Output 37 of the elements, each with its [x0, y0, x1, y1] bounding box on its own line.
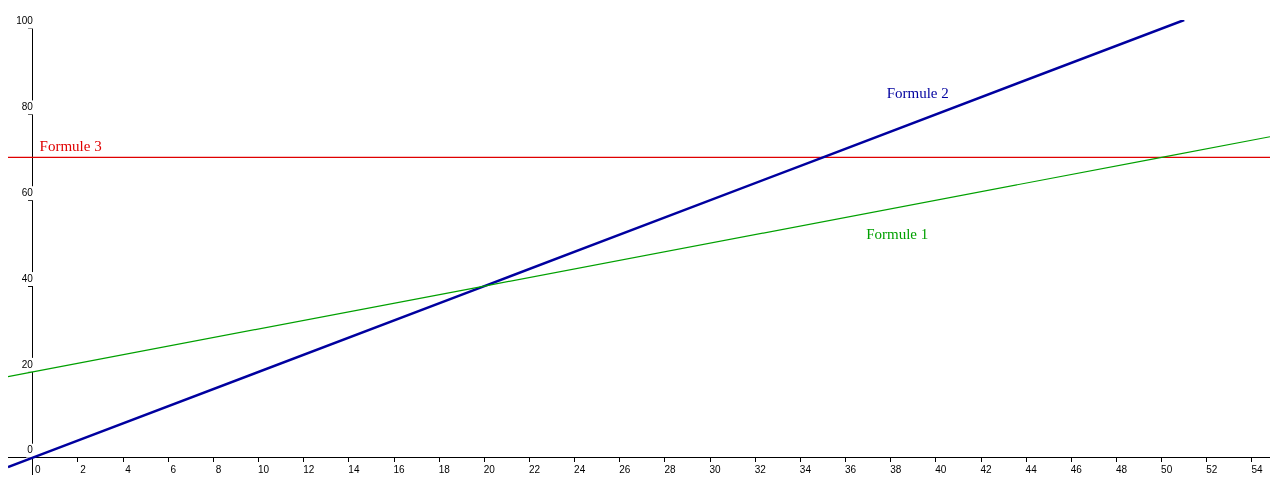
- x-tick-label: 24: [574, 464, 586, 476]
- x-tick-label: 26: [619, 464, 631, 476]
- x-tick-label: 0: [35, 464, 42, 476]
- x-tick-label: 48: [1115, 464, 1128, 476]
- x-tick-label: 6: [170, 464, 177, 476]
- x-tick-label: 54: [1251, 464, 1263, 476]
- x-tick-label: 36: [845, 464, 857, 476]
- x-tick-label: 4: [125, 464, 132, 476]
- series-label: Formule 3: [39, 138, 102, 155]
- x-tick-label: 46: [1070, 464, 1083, 476]
- y-tick-label: 60: [21, 186, 34, 198]
- x-tick-label: 40: [935, 464, 947, 476]
- y-tick-label: 0: [27, 444, 34, 456]
- y-tick-label: 100: [16, 15, 34, 27]
- y-tick-label: 40: [21, 272, 34, 284]
- series-label: Formule 2: [886, 84, 949, 101]
- x-tick-label: 38: [890, 464, 902, 476]
- x-tick-label: 20: [483, 464, 496, 476]
- x-tick-label: 52: [1206, 464, 1218, 476]
- series-label: Formule 1: [866, 226, 929, 243]
- x-tick-label: 2: [80, 464, 87, 476]
- y-tick-label: 20: [21, 358, 34, 370]
- x-tick-label: 8: [215, 464, 222, 476]
- x-tick-label: 12: [303, 464, 315, 476]
- x-tick-label: 50: [1161, 464, 1173, 476]
- x-tick-label: 32: [754, 464, 767, 476]
- x-tick-label: 10: [258, 464, 270, 476]
- x-tick-label: 18: [438, 464, 451, 476]
- y-tick-label: 80: [21, 101, 34, 113]
- x-tick-label: 28: [664, 464, 676, 476]
- x-tick-label: 30: [709, 464, 722, 476]
- x-tick-label: 22: [528, 464, 541, 476]
- x-tick-label: 14: [348, 464, 360, 476]
- x-tick-label: 34: [799, 464, 812, 476]
- x-tick-label: 44: [1025, 464, 1038, 476]
- x-tick-label: 16: [393, 464, 406, 476]
- x-tick-label: 42: [980, 464, 993, 476]
